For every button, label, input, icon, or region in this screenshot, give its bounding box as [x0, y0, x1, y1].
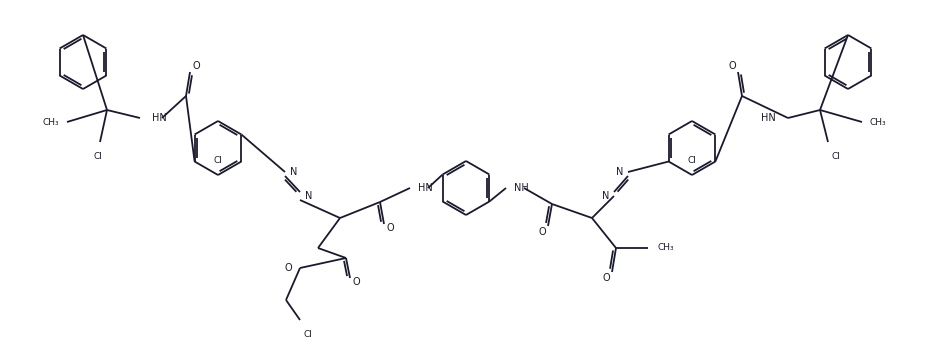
Text: O: O: [284, 263, 292, 273]
Text: O: O: [386, 223, 394, 233]
Text: Cl: Cl: [832, 152, 841, 161]
Text: O: O: [538, 227, 546, 237]
Text: O: O: [602, 273, 610, 283]
Text: O: O: [352, 277, 360, 287]
Text: HN: HN: [152, 113, 167, 123]
Text: N: N: [616, 167, 623, 177]
Text: CH₃: CH₃: [42, 117, 59, 126]
Text: Cl: Cl: [93, 152, 103, 161]
Text: HN: HN: [418, 183, 432, 193]
Text: CH₃: CH₃: [870, 117, 886, 126]
Text: O: O: [192, 61, 199, 71]
Text: NH: NH: [514, 183, 528, 193]
Text: Cl: Cl: [688, 156, 696, 165]
Text: N: N: [305, 191, 312, 201]
Text: Cl: Cl: [303, 330, 312, 339]
Text: N: N: [602, 191, 609, 201]
Text: N: N: [290, 167, 297, 177]
Text: HN: HN: [761, 113, 776, 123]
Text: O: O: [728, 61, 735, 71]
Text: CH₃: CH₃: [658, 243, 675, 252]
Text: Cl: Cl: [213, 156, 223, 165]
